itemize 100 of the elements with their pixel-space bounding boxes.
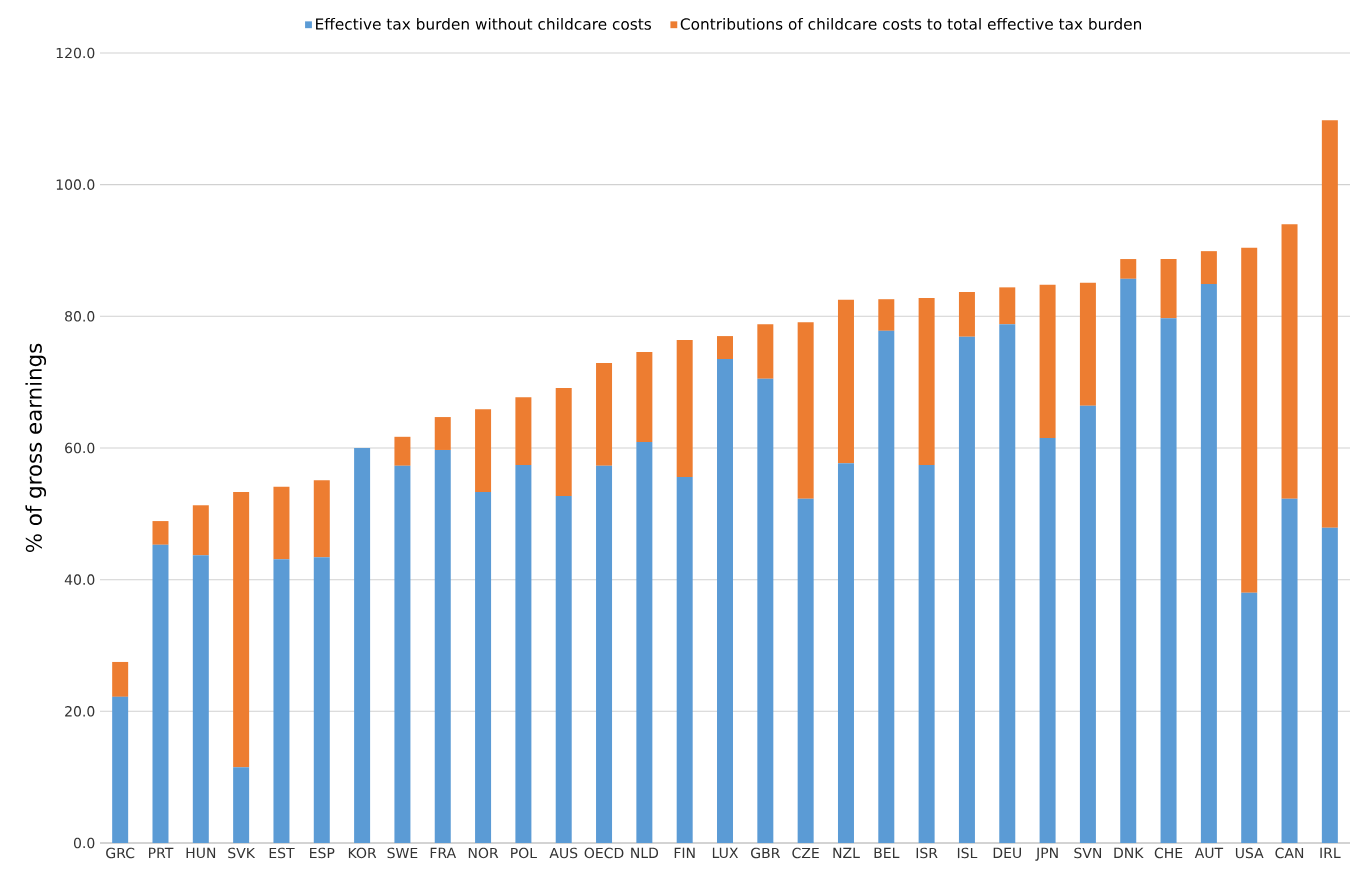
bar xyxy=(1241,592,1258,843)
bar xyxy=(273,486,290,560)
y-tick-label: 40.0 xyxy=(64,574,95,585)
bar xyxy=(434,449,451,843)
bar xyxy=(192,555,209,843)
bar xyxy=(112,661,129,697)
bar xyxy=(475,409,492,493)
bar xyxy=(1281,224,1298,499)
x-tick-label: PRT xyxy=(149,847,174,858)
bar xyxy=(878,330,895,843)
bar xyxy=(676,476,693,843)
bar xyxy=(354,448,371,843)
bar xyxy=(958,336,975,843)
x-tick-label: ISR xyxy=(916,847,938,859)
x-tick-label: GRC xyxy=(106,847,135,859)
bar xyxy=(1321,120,1338,528)
x-tick-label: HUN xyxy=(186,847,216,859)
x-tick-label: AUT xyxy=(1194,847,1224,859)
y-tick-label: 100.0 xyxy=(56,179,95,190)
bar xyxy=(999,287,1016,325)
x-tick-label: SVK xyxy=(228,847,256,859)
x-tick-label: USA xyxy=(1235,847,1264,859)
bar xyxy=(636,351,653,443)
bar xyxy=(878,299,895,331)
x-tick-label: DEU xyxy=(993,847,1021,859)
bar xyxy=(434,417,451,450)
bar xyxy=(1039,438,1056,843)
bar xyxy=(233,767,250,843)
bar xyxy=(273,559,290,843)
x-tick-label: NOR xyxy=(468,847,499,859)
bar xyxy=(837,299,854,464)
bar xyxy=(394,465,411,843)
x-tick-label: FRA xyxy=(430,847,457,858)
x-tick-label: CZE xyxy=(792,847,819,859)
bar xyxy=(1321,527,1338,843)
y-tick-label: 60.0 xyxy=(65,442,95,454)
x-tick-label: NZL xyxy=(833,847,860,858)
x-tick-label: IRL xyxy=(1320,847,1341,858)
x-tick-label: SVN xyxy=(1074,847,1102,859)
bar xyxy=(999,324,1016,843)
bar xyxy=(676,340,693,477)
bar xyxy=(837,463,854,843)
y-tick-label: 80.0 xyxy=(65,311,95,322)
bar xyxy=(918,297,935,466)
bar xyxy=(717,359,734,843)
x-tick-label: CHE xyxy=(1154,847,1183,859)
bar xyxy=(717,336,734,360)
x-tick-label: FIN xyxy=(674,847,695,858)
x-tick-label: KOR xyxy=(348,847,377,859)
bar xyxy=(958,291,975,337)
bar xyxy=(1079,405,1096,843)
x-tick-label: NLD xyxy=(631,847,659,858)
bar xyxy=(797,322,814,499)
y-tick-label: 20.0 xyxy=(65,706,95,717)
bar xyxy=(757,378,774,843)
y-tick-label: 120.0 xyxy=(56,47,95,59)
x-tick-label: BEL xyxy=(874,847,900,858)
y-axis-title: % of gross earnings xyxy=(25,343,47,553)
bar xyxy=(1241,247,1258,593)
bar xyxy=(1079,282,1096,406)
bar xyxy=(313,480,330,558)
x-tick-label: OECD xyxy=(584,847,624,859)
bar xyxy=(1200,284,1217,843)
bar xyxy=(1120,259,1137,279)
x-tick-label: POL xyxy=(511,847,537,859)
bar xyxy=(192,505,209,556)
bar xyxy=(1160,259,1177,319)
bar xyxy=(1200,251,1217,285)
bar xyxy=(515,397,532,466)
bar xyxy=(112,696,129,843)
bar xyxy=(152,544,169,843)
bar xyxy=(475,492,492,843)
x-tick-label: ESP xyxy=(310,847,335,859)
bar xyxy=(1039,284,1056,439)
x-tick-label: LUX xyxy=(712,847,739,859)
legend-label: Contributions of childcare costs to total effective tax burden xyxy=(680,17,1142,30)
x-tick-label: DNK xyxy=(1114,847,1144,858)
bar xyxy=(797,498,814,843)
bar xyxy=(152,521,169,545)
x-tick-label: EST xyxy=(269,847,295,859)
bar xyxy=(636,442,653,843)
x-tick-label: ISL xyxy=(957,847,978,859)
y-tick-label: 0.0 xyxy=(73,837,95,849)
x-tick-label: SWE xyxy=(387,847,418,859)
bar xyxy=(596,363,613,466)
bar xyxy=(757,324,774,379)
bar xyxy=(1281,498,1298,843)
legend-label: Effective tax burden without childcare costs xyxy=(316,17,652,30)
x-tick-label: CAN xyxy=(1275,847,1304,859)
x-tick-label: JPN xyxy=(1035,847,1058,861)
bar xyxy=(515,465,532,843)
bar xyxy=(1120,278,1137,843)
bar xyxy=(1160,318,1177,843)
bar xyxy=(394,436,411,466)
bar xyxy=(596,465,613,843)
x-tick-label: AUS xyxy=(549,847,578,859)
x-tick-label: GBR xyxy=(751,847,781,859)
bar xyxy=(918,465,935,843)
bar xyxy=(313,557,330,843)
bar xyxy=(555,496,572,843)
